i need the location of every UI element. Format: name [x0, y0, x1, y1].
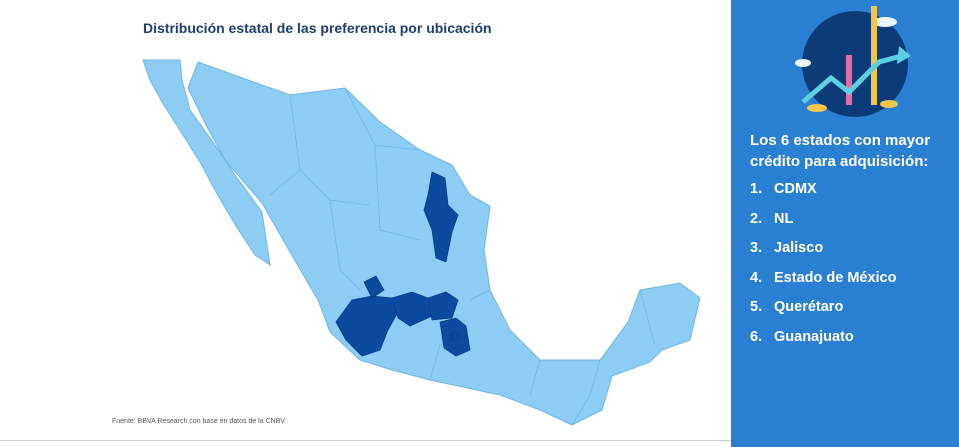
ranking-label: Guanajuato: [774, 328, 854, 345]
ranking-number: 1.: [750, 181, 763, 197]
jalisco: [335, 295, 399, 357]
ranking-label: CDMX: [774, 181, 817, 197]
ranking-item: 6. Guanajuato: [750, 329, 896, 359]
ranking-item: 1. CDMX: [750, 181, 896, 211]
ranking-label: NL: [774, 210, 794, 227]
ranking-label: Estado de México: [774, 269, 897, 286]
ranking-number: 2.: [750, 210, 763, 227]
mexico-map: [142, 59, 701, 426]
ranking-number: 6.: [750, 328, 763, 345]
ranking-label: Querétaro: [774, 299, 844, 315]
nuevo-leon: [423, 171, 459, 263]
ranking-item: 3. Jalisco: [750, 240, 896, 270]
ranking-item: 4. Estado de México: [750, 270, 896, 300]
ranking-item: 5. Querétaro: [750, 299, 896, 329]
ranking-label: Jalisco: [774, 240, 824, 256]
queretaro: [427, 291, 459, 321]
ranking-number: 3.: [750, 240, 763, 256]
ranking-number: 4.: [750, 269, 763, 286]
growth-icon: [795, 6, 911, 117]
ranking-list: 1. CDMX 2. NL 3. Jalisco 4. Estado de México 5. Q…: [750, 181, 896, 358]
baseline: [0, 440, 731, 441]
cdmx: [450, 331, 460, 341]
source-note: Fuente: BBVA Research con base en datos …: [112, 418, 286, 425]
title: Distribución estatal de las preferencia …: [143, 20, 492, 36]
aguascalientes: [363, 275, 385, 299]
baja-california: [142, 59, 271, 267]
sidebar-heading: Los 6 estados con mayor crédito para adq…: [750, 132, 931, 170]
sidebar: Los 6 estados con mayor crédito para adq…: [731, 0, 959, 447]
ranking-item: 2. NL: [750, 211, 896, 241]
ranking-number: 5.: [750, 299, 763, 315]
